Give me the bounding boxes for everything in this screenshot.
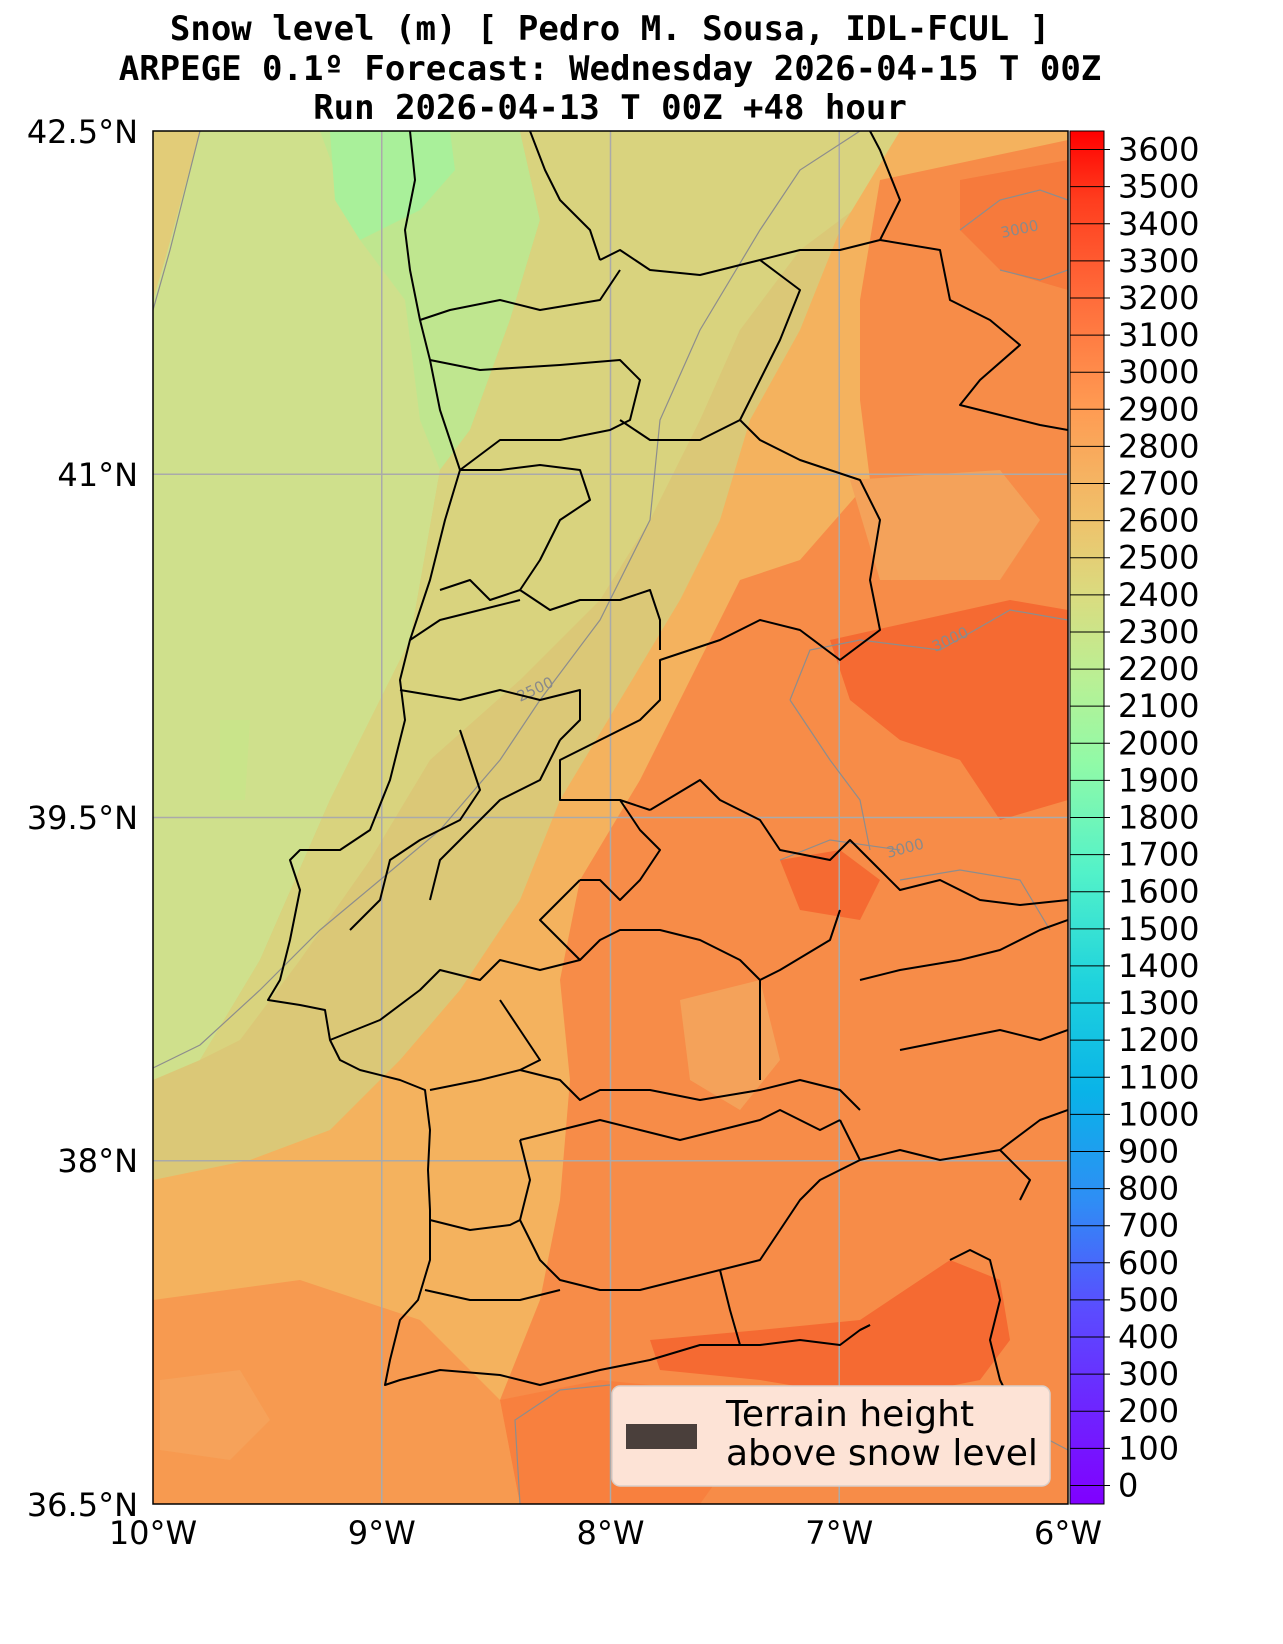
legend: Terrain height above snow level — [611, 1385, 1051, 1487]
colorbar-tick-label: 3500 — [1118, 168, 1199, 206]
lat-tick-label: 38°N — [57, 1142, 138, 1180]
colorbar-tick-label: 2900 — [1118, 390, 1199, 428]
coastlines-and-boundaries — [267, 131, 1068, 1421]
colorbar-tick-label: 2100 — [1118, 687, 1199, 725]
colorbar-tick-label: 3200 — [1118, 279, 1199, 317]
colorbar-tick-label: 2300 — [1118, 613, 1199, 651]
colorbar-tick-label: 300 — [1118, 1355, 1179, 1393]
title-line-2: ARPEGE 0.1º Forecast: Wednesday 2026-04-… — [119, 49, 1102, 89]
lon-tick-label: 7°W — [805, 1514, 873, 1552]
colorbar-tick-label: 2700 — [1118, 465, 1199, 503]
colorbar-tick-label: 2200 — [1118, 650, 1199, 688]
lat-tick-label: 42.5°N — [27, 113, 138, 151]
lat-tick-label: 39.5°N — [27, 799, 138, 837]
colorbar-tick-label: 2800 — [1118, 427, 1199, 465]
colorbar-tick-label: 2000 — [1118, 724, 1199, 762]
colorbar-tick-label: 1800 — [1118, 799, 1199, 837]
lon-tick-label: 6°W — [1034, 1514, 1102, 1552]
colorbar-tick-label: 1200 — [1118, 1021, 1199, 1059]
colorbar-tick-label: 1100 — [1118, 1058, 1199, 1096]
colorbar-ticks: 3600350034003300320031003000290028002700… — [1070, 131, 1199, 1504]
colorbar-tick-label: 1000 — [1118, 1095, 1199, 1133]
colorbar-tick-label: 2500 — [1118, 539, 1199, 577]
legend-label-line-1: Terrain height — [725, 1394, 974, 1435]
colorbar-tick-label: 700 — [1118, 1207, 1179, 1245]
colorbar-tick-label: 2600 — [1118, 502, 1199, 540]
colorbar-tick-label: 3300 — [1118, 242, 1199, 280]
colorbar-tick-label: 800 — [1118, 1170, 1179, 1208]
colorbar-tick-label: 3000 — [1118, 353, 1199, 391]
lon-tick-label: 9°W — [348, 1514, 416, 1552]
colorbar-tick-label: 1600 — [1118, 873, 1199, 911]
colorbar-tick-label: 1400 — [1118, 947, 1199, 985]
colorbar-tick-label: 2400 — [1118, 576, 1199, 614]
colorbar-tick-label: 3400 — [1118, 205, 1199, 243]
legend-box — [611, 1385, 1051, 1487]
latitude-axis: 42.5°N 41°N 39.5°N 38°N 36.5°N — [27, 113, 138, 1524]
colorbar-tick-label: 600 — [1118, 1244, 1179, 1282]
lat-tick-label: 41°N — [57, 456, 138, 494]
colorbar-tick-label: 400 — [1118, 1318, 1179, 1356]
colorbar-tick-label: 1300 — [1118, 984, 1199, 1022]
lon-tick-label: 10°W — [109, 1514, 197, 1552]
legend-swatch — [626, 1424, 697, 1449]
colorbar-tick-label: 1500 — [1118, 910, 1199, 948]
colorbar-tick-label: 1900 — [1118, 761, 1199, 799]
snow-level-contours — [153, 131, 1068, 1504]
colorbar-tick-label: 3600 — [1118, 131, 1199, 169]
colorbar-tick-label: 900 — [1118, 1132, 1179, 1170]
map-frame — [152, 130, 1069, 1505]
legend-label-line-2: above snow level — [726, 1433, 1038, 1474]
map-title: Snow level (m) [ Pedro M. Sousa, IDL-FCU… — [119, 9, 1102, 128]
lat-tick-label: 36.5°N — [27, 1486, 138, 1524]
title-line-1: Snow level (m) [ Pedro M. Sousa, IDL-FCU… — [170, 9, 1050, 49]
colorbar-tick-label: 0 — [1118, 1466, 1138, 1504]
colorbar-tick-label: 500 — [1118, 1281, 1179, 1319]
colorbar-tick-label: 200 — [1118, 1392, 1179, 1430]
colorbar: 3600350034003300320031003000290028002700… — [1069, 130, 1199, 1505]
colorbar-tick-label: 1700 — [1118, 836, 1199, 874]
colorbar-tick-label: 3100 — [1118, 316, 1199, 354]
lon-tick-label: 8°W — [577, 1514, 645, 1552]
title-line-3: Run 2026-04-13 T 00Z +48 hour — [313, 88, 907, 128]
longitude-axis: 10°W 9°W 8°W 7°W 6°W — [109, 1514, 1102, 1552]
colorbar-frame — [1069, 130, 1105, 1505]
colorbar-tick-label: 100 — [1118, 1429, 1179, 1467]
